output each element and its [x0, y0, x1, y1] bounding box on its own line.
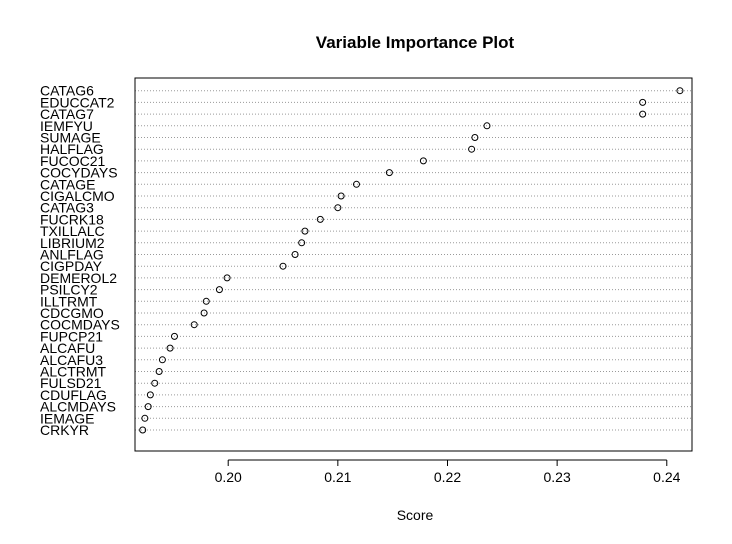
variable-label: ANLFLAG [40, 247, 104, 263]
variable-label: EDUCCAT2 [40, 94, 115, 110]
variable-label: FUPCP21 [40, 328, 103, 344]
data-point [291, 251, 299, 258]
gridlines [135, 90, 692, 431]
variable-label: CRKYR [40, 422, 89, 438]
data-point [279, 262, 287, 270]
data-point [155, 368, 163, 375]
x-axis: 0.20 0.21 0.22 0.23 0.24 [215, 459, 681, 485]
data-point [352, 180, 360, 188]
data-point [158, 356, 166, 364]
data-point [676, 87, 684, 95]
data-point [200, 309, 208, 317]
variable-label: ALCMDAYS [40, 399, 116, 415]
data-point [316, 215, 324, 223]
variable-label: CATAG3 [40, 200, 94, 216]
x-tick-label: 0.22 [434, 469, 461, 485]
variable-label: TXILLALC [40, 223, 105, 239]
variable-label: CATAG7 [40, 106, 94, 122]
x-tick-label: 0.20 [215, 469, 242, 485]
data-point [471, 134, 479, 141]
variable-label: FUCOC21 [40, 153, 106, 169]
variable-label: FULSD21 [40, 375, 102, 391]
data-point [298, 239, 306, 247]
data-point [170, 332, 178, 340]
data-point [190, 321, 198, 329]
data-point [166, 344, 174, 352]
chart-title: Variable Importance Plot [316, 33, 515, 52]
data-point [215, 286, 223, 294]
variable-label: ALCTRMT [40, 364, 107, 380]
variable-label: FUCRK18 [40, 211, 104, 227]
variable-label: SUMAGE [40, 130, 101, 146]
variable-label: IEMAGE [40, 410, 94, 426]
variable-label: ALCAFU [40, 340, 95, 356]
variable-label: ILLTRMT [40, 293, 98, 309]
variable-label: CATAG6 [40, 83, 94, 99]
data-point [385, 169, 393, 177]
variable-labels: CATAG6EDUCCAT2CATAG7IEMFYUSUMAGEHALFLAGF… [40, 83, 120, 438]
data-point [202, 297, 210, 305]
data-point [337, 192, 345, 200]
data-point [139, 426, 147, 434]
variable-label: DEMEROL2 [40, 270, 117, 286]
variable-label: CIGPDAY [40, 258, 103, 274]
data-point [419, 157, 427, 165]
data-point [301, 227, 309, 235]
variable-label: COCMDAYS [40, 317, 120, 333]
data-point [334, 204, 342, 212]
variable-label: CDCGMO [40, 305, 104, 321]
variable-label: LIBRIUM2 [40, 235, 105, 251]
data-point [141, 414, 149, 422]
variable-label: ALCAFU3 [40, 352, 103, 368]
data-point [151, 379, 159, 387]
variable-label: PSILCY2 [40, 282, 98, 298]
plot-frame [134, 77, 693, 452]
x-tick-label: 0.21 [324, 469, 351, 485]
variable-label: COCYDAYS [40, 165, 118, 181]
data-point [223, 274, 231, 282]
variable-label: IEMFYU [40, 118, 93, 134]
x-tick-label: 0.23 [544, 469, 571, 485]
data-point [146, 391, 154, 399]
data-point [483, 122, 491, 130]
variable-label: CDUFLAG [40, 387, 107, 403]
data-point [468, 145, 476, 153]
data-point [144, 403, 152, 411]
x-axis-label: Score [397, 507, 434, 523]
variable-label: CIGALCMO [40, 188, 115, 204]
variable-label: CATAGE [40, 176, 96, 192]
data-point [639, 110, 647, 118]
data-point [639, 98, 647, 106]
variable-label: HALFLAG [40, 141, 104, 157]
data-points [139, 87, 684, 434]
x-tick-label: 0.24 [653, 469, 680, 485]
